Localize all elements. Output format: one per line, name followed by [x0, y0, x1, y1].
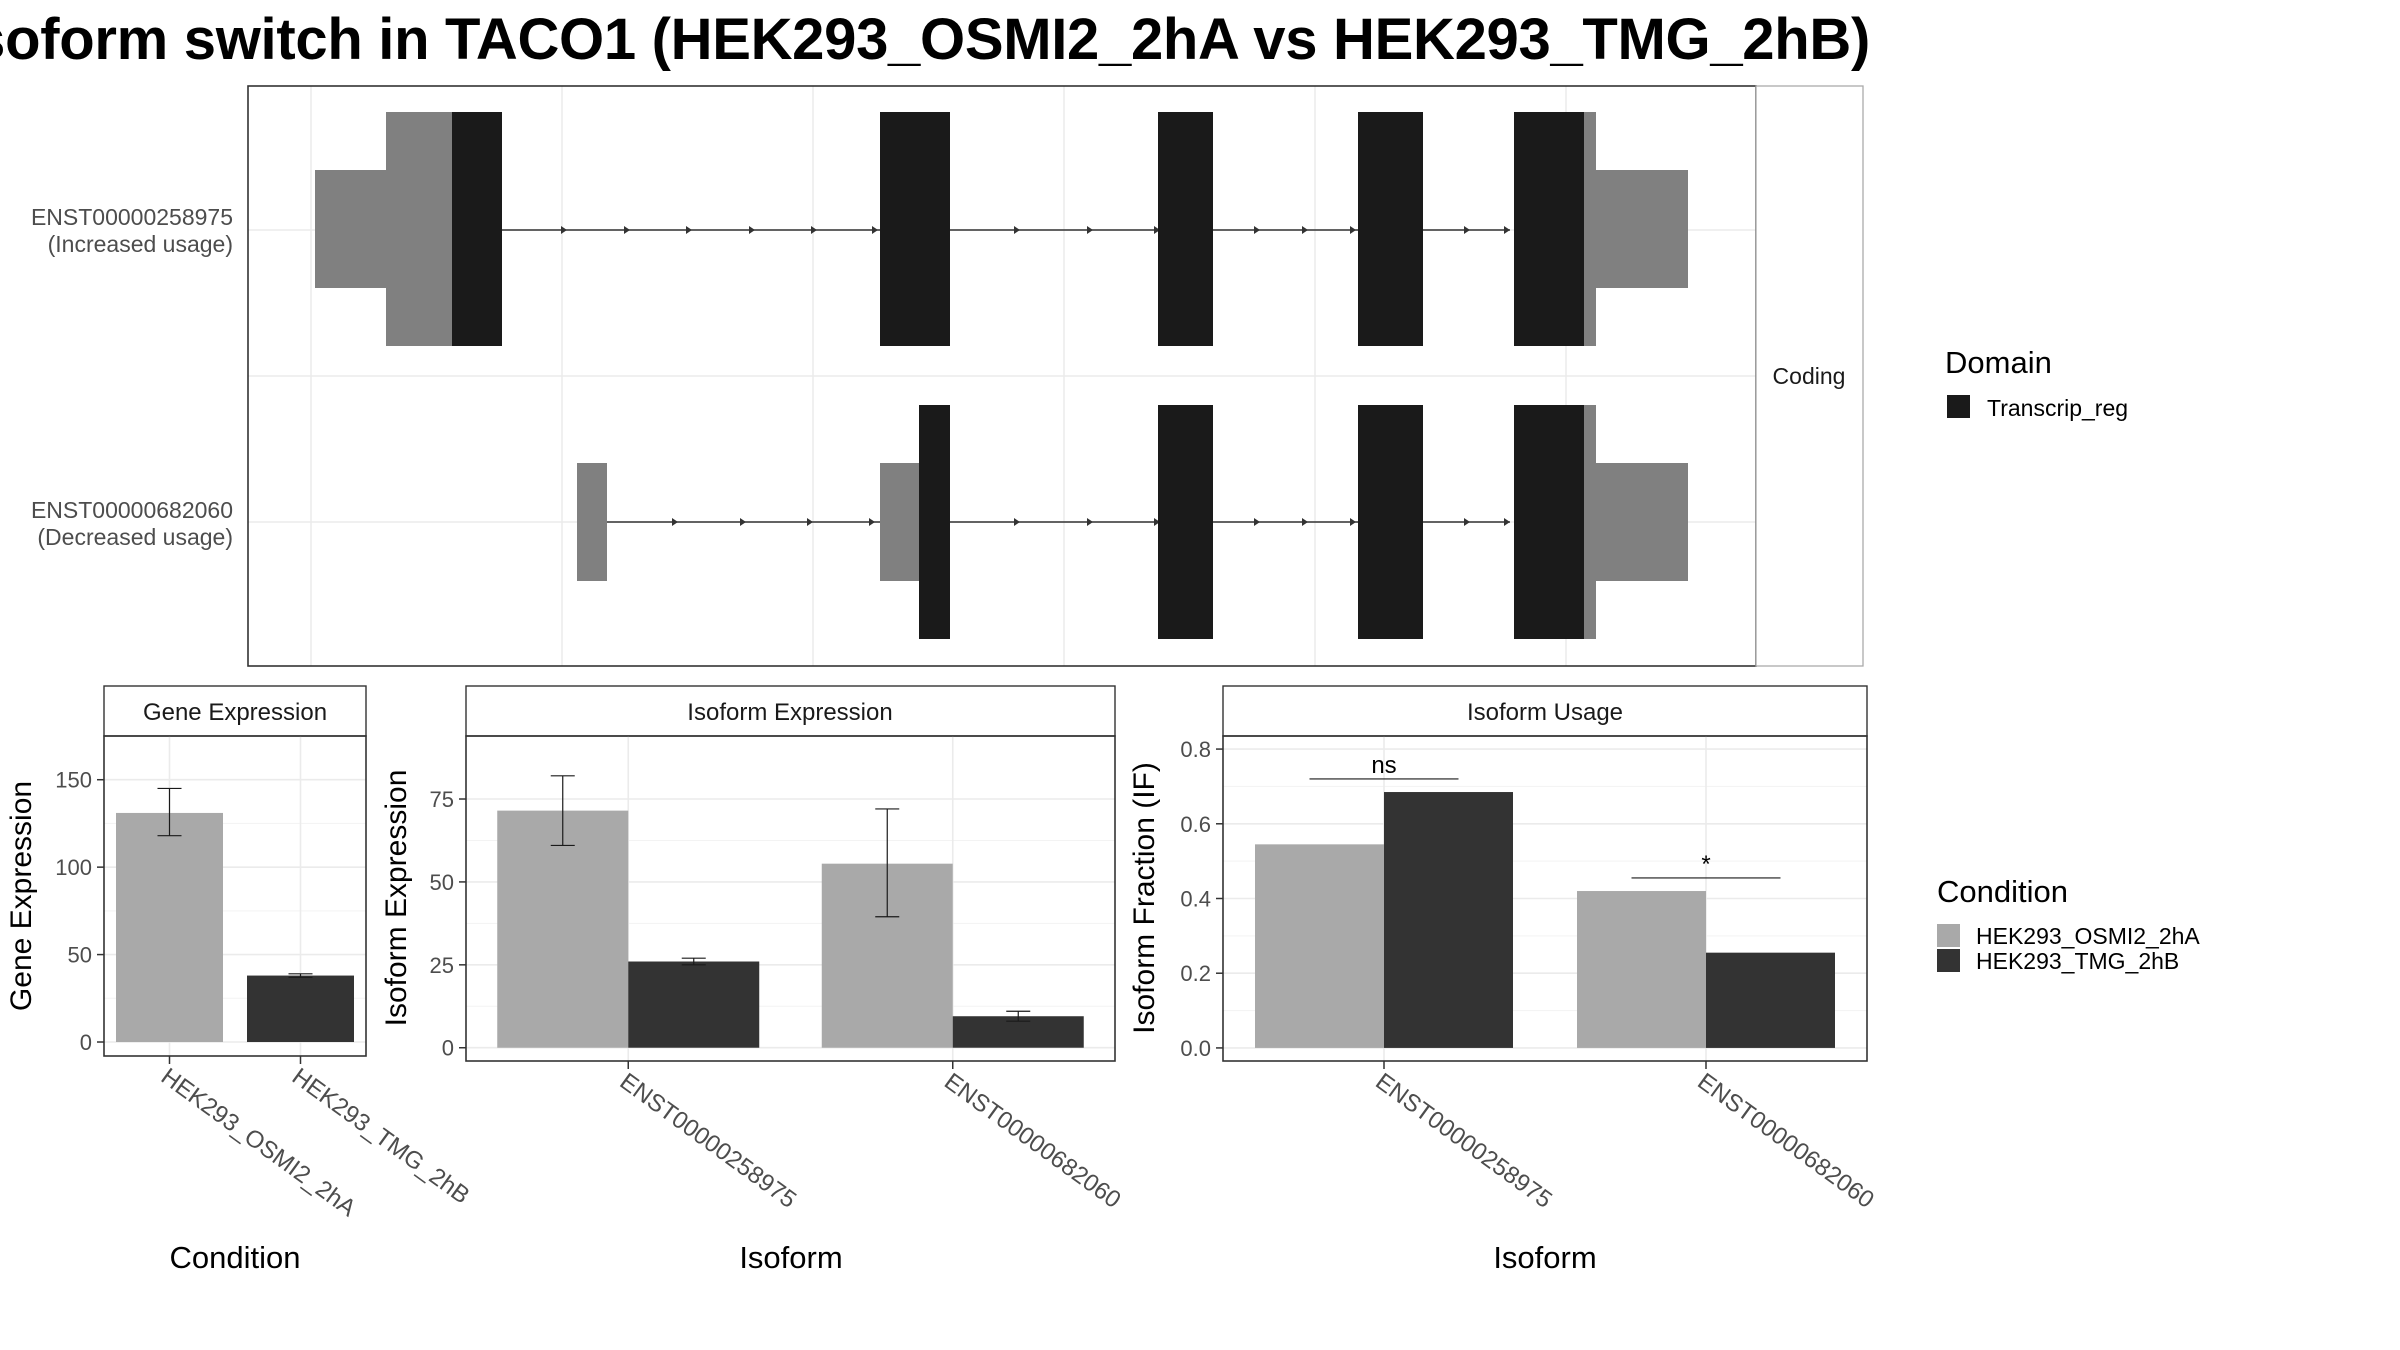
bar: [1577, 891, 1706, 1048]
transcript-id-label: ENST00000258975: [31, 204, 233, 230]
panel-border: [103, 735, 367, 1057]
bar: [497, 810, 629, 1048]
error-bars: [157, 787, 313, 978]
x-tick-label: ENST00000682060: [939, 1068, 1125, 1214]
transcript-id-label: ENST00000682060: [31, 497, 233, 523]
y-tick-label: 0.6: [1180, 812, 1211, 837]
coding-exon: [1514, 405, 1584, 639]
significance-annotations: ns *: [1309, 752, 1781, 879]
significance-label: ns: [1371, 752, 1396, 779]
utr-exon: [386, 112, 453, 346]
coding-exon: [880, 112, 950, 346]
isoform-expression-panel: Isoform Expression 0 25 50 75 ENST000002589…: [380, 685, 1126, 1275]
transcript-ENST00000682060: [577, 405, 1688, 639]
x-axis-title: Isoform: [739, 1240, 842, 1275]
domain-legend-swatch: [1947, 395, 1970, 418]
x-tick-label: ENST00000258975: [1370, 1068, 1556, 1214]
utr-exon: [1594, 463, 1688, 581]
domain-legend: Domain Transcrip_reg: [1945, 345, 2128, 421]
y-tick-label: 50: [430, 870, 454, 895]
y-tick-label: 0.8: [1180, 737, 1211, 762]
y-tick-label: 0.4: [1180, 887, 1211, 912]
bar: [247, 975, 354, 1043]
bars: [116, 812, 354, 1043]
y-tick-labels: 0 50 100 150: [55, 768, 104, 1055]
domain-legend-label: Transcrip_reg: [1987, 395, 2128, 421]
facet-strip: [465, 685, 1116, 737]
y-axis-title: Isoform Fraction (IF): [1128, 762, 1161, 1034]
facet-strip: [103, 685, 367, 737]
utr-exon: [880, 463, 920, 581]
x-tick-labels: ENST00000258975 ENST00000682060: [1370, 1061, 1879, 1214]
coding-exon: [1514, 112, 1584, 346]
intron-arrows: [561, 226, 1510, 234]
error-bars: [550, 775, 1031, 1022]
y-tick-label: 0.0: [1180, 1036, 1211, 1061]
y-tick-label: 50: [68, 943, 92, 968]
isoform-usage-panel: Isoform Usage ns * 0.0 0.2 0.4 0.6 0.8 ENST00…: [1128, 685, 1879, 1275]
transcript-row-labels: ENST00000258975 (Increased usage) ENST00…: [31, 204, 233, 550]
y-axis-title: Isoform Expression: [380, 770, 413, 1027]
utr-exon: [315, 170, 387, 288]
y-tick-label: 0: [442, 1036, 454, 1061]
transcript-ENST00000258975: [315, 112, 1688, 346]
condition-legend: Condition HEK293_OSMI2_2hA HEK293_TMG_2h…: [1937, 874, 2200, 974]
transcript-usage-label: (Increased usage): [48, 231, 233, 257]
y-tick-label: 0: [80, 1030, 92, 1055]
transcript-panel: Coding ENST00000258975 (Increased usage)…: [31, 85, 1864, 667]
coding-exon: [1158, 405, 1213, 639]
y-axis-title: Gene Expression: [5, 781, 38, 1011]
intron-arrows: [672, 518, 1510, 526]
bar: [1706, 952, 1835, 1048]
condition-legend-label-tmg: HEK293_TMG_2hB: [1976, 948, 2179, 974]
facet-title: Isoform Usage: [1467, 699, 1623, 726]
utr-exon: [577, 463, 607, 581]
bars: [497, 810, 1084, 1048]
y-tick-label: 0.2: [1180, 961, 1211, 986]
figure-title: The isoform switch in TACO1 (HEK293_OSMI…: [0, 0, 1870, 84]
coding-exon: [1158, 112, 1213, 346]
coding-exon: [1358, 405, 1423, 639]
bar: [116, 812, 223, 1043]
transcript-usage-label: (Decreased usage): [37, 524, 233, 550]
condition-legend-swatch-osmi: [1937, 924, 1960, 947]
condition-legend-title: Condition: [1937, 874, 2068, 909]
x-axis-title: Isoform: [1493, 1240, 1596, 1275]
facet-title: Isoform Expression: [687, 699, 892, 726]
coding-facet-strip: [1755, 85, 1864, 667]
y-tick-label: 150: [55, 768, 92, 793]
facet-title: Gene Expression: [143, 699, 327, 726]
y-tick-label: 75: [430, 787, 454, 812]
bar: [628, 961, 760, 1048]
x-tick-label: ENST00000258975: [615, 1068, 801, 1214]
bars: [1255, 792, 1835, 1048]
y-tick-labels: 0 25 50 75: [430, 787, 466, 1061]
utr-exon: [1584, 405, 1596, 639]
y-tick-label: 25: [430, 953, 454, 978]
x-tick-labels: ENST00000258975 ENST00000682060: [615, 1061, 1126, 1214]
coding-exon: [919, 405, 950, 639]
facet-strip: [1222, 685, 1868, 737]
y-tick-label: 100: [55, 855, 92, 880]
utr-exon: [1594, 170, 1688, 288]
condition-legend-label-osmi: HEK293_OSMI2_2hA: [1976, 923, 2200, 949]
coding-facet-label: Coding: [1773, 363, 1846, 389]
coding-exon: [1358, 112, 1423, 346]
utr-exon: [1584, 112, 1596, 346]
y-tick-labels: 0.0 0.2 0.4 0.6 0.8: [1180, 737, 1223, 1061]
bar: [1255, 844, 1384, 1048]
x-axis-title: Condition: [170, 1240, 301, 1275]
coding-exon: [452, 112, 502, 346]
panel-border: [465, 735, 1116, 1062]
bar: [1384, 792, 1513, 1048]
domain-legend-title: Domain: [1945, 345, 2052, 380]
figure-title-text: The isoform switch in TACO1 (HEK293_OSMI…: [0, 7, 1870, 72]
significance-label: *: [1701, 851, 1710, 878]
condition-legend-swatch-tmg: [1937, 949, 1960, 972]
x-tick-label: ENST00000682060: [1692, 1068, 1878, 1214]
